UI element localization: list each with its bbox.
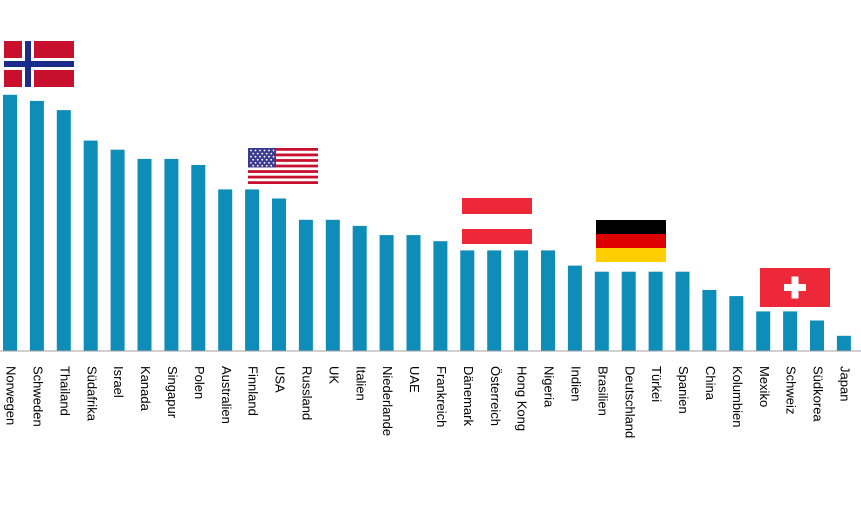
bar — [433, 241, 448, 351]
x-tick-label: Kanada — [138, 366, 153, 412]
bar — [567, 265, 582, 351]
x-tick-label: Spanien — [676, 366, 691, 414]
bar — [29, 100, 44, 352]
bar — [352, 225, 367, 351]
bar — [460, 250, 475, 351]
bar — [621, 271, 636, 351]
x-tick-label: Singapur — [165, 366, 180, 419]
austria-flag-icon — [462, 198, 532, 244]
x-tick-label: Thailand — [57, 366, 72, 416]
bar — [3, 94, 17, 352]
x-tick-label: Hong Kong — [515, 366, 530, 431]
bar — [56, 110, 71, 351]
germany-flag-icon — [596, 220, 666, 262]
bar — [164, 158, 179, 351]
x-tick-label: Südkorea — [811, 366, 826, 422]
bar — [648, 271, 663, 351]
x-tick-label: Deutschland — [622, 366, 637, 438]
x-tick-label: USA — [273, 366, 288, 393]
x-tick-label: Frankreich — [434, 366, 449, 427]
bar — [191, 165, 206, 351]
bar — [514, 250, 529, 351]
x-tick-label: Norwegen — [4, 366, 19, 425]
x-tick-label: UAE — [407, 366, 422, 393]
x-tick-label: Russland — [299, 366, 314, 420]
bar — [675, 271, 690, 351]
x-tick-label: Mexiko — [757, 366, 772, 407]
bar — [702, 290, 717, 351]
bar — [594, 271, 609, 351]
bar — [137, 158, 152, 351]
x-tick-label: Indien — [568, 366, 583, 401]
bars-group — [3, 94, 851, 352]
x-tick-label: Türkei — [649, 366, 664, 402]
x-tick-label: UK — [326, 366, 341, 384]
bar — [783, 311, 798, 351]
x-tick-label: Schweden — [30, 366, 45, 427]
bar — [298, 219, 313, 351]
x-tick-label: Japan — [837, 366, 852, 401]
x-tick-label: Österreich — [488, 366, 503, 426]
x-tick-label: China — [703, 366, 718, 401]
bar — [541, 250, 555, 351]
bar — [272, 198, 286, 351]
x-tick-label: Finnland — [246, 366, 261, 416]
bar — [836, 335, 851, 352]
bar — [325, 219, 340, 351]
bar — [245, 189, 260, 351]
bar — [487, 250, 502, 351]
bar — [379, 235, 394, 351]
switzerland-flag-icon — [760, 268, 830, 307]
bar — [83, 140, 98, 351]
bar — [729, 296, 744, 351]
x-tick-label: Dänemark — [461, 366, 476, 426]
x-tick-label: Israel — [111, 366, 126, 398]
tick-labels-group: Norwegen Schweden Thailand Südafrika Israel K… — [4, 366, 853, 438]
bar — [110, 149, 125, 351]
bar — [810, 320, 824, 351]
x-tick-label: Australien — [219, 366, 234, 424]
bar — [756, 311, 771, 351]
x-tick-label: Brasilien — [595, 366, 610, 416]
bar — [406, 235, 421, 351]
x-tick-label: Schweiz — [784, 366, 799, 414]
norway-flag-icon — [4, 41, 74, 87]
x-tick-label: Polen — [192, 366, 207, 399]
bar — [218, 189, 233, 351]
x-tick-label: Italien — [353, 366, 368, 401]
x-tick-label: Kolumbien — [730, 366, 745, 427]
x-tick-label: Nigeria — [542, 366, 557, 408]
x-tick-label: Südafrika — [84, 366, 99, 422]
usa-flag-icon — [248, 148, 318, 184]
x-tick-label: Niederlande — [380, 366, 395, 436]
